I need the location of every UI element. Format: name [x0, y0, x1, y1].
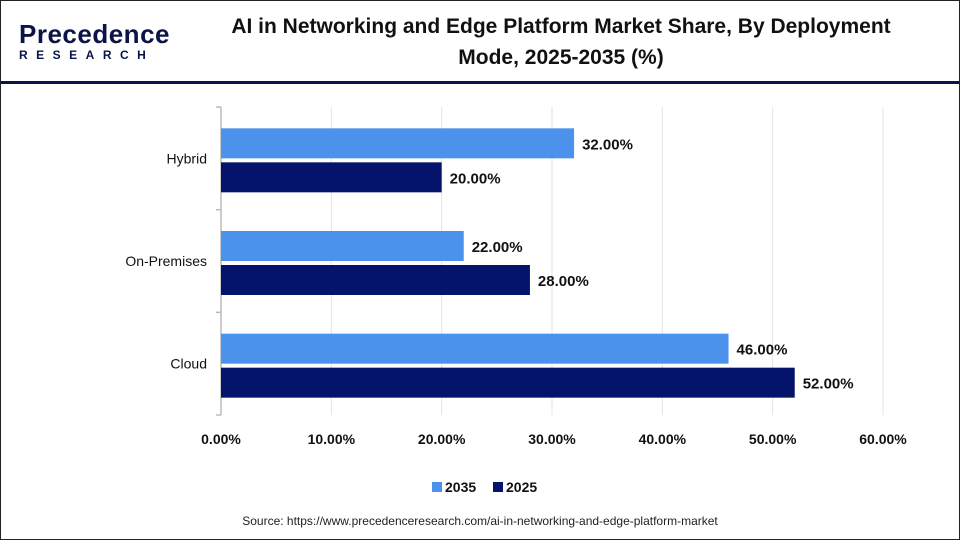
bar-2035	[221, 128, 575, 159]
legend-label: 2025	[506, 479, 537, 495]
data-label: 46.00%	[737, 342, 788, 359]
category-label: On-Premises	[125, 253, 207, 269]
source-text: Source: https://www.precedenceresearch.c…	[242, 514, 718, 528]
data-label: 32.00%	[582, 136, 633, 153]
logo-wordmark: Precedence	[19, 19, 170, 49]
x-tick-label: 10.00%	[308, 431, 356, 447]
x-tick-label: 20.00%	[418, 431, 466, 447]
chart-title: AI in Networking and Edge Platform Marke…	[231, 15, 891, 69]
data-label: 22.00%	[472, 239, 523, 256]
x-tick-label: 60.00%	[859, 431, 907, 447]
legend-swatch-2025	[493, 482, 503, 492]
x-tick-label: 30.00%	[528, 431, 576, 447]
legend-label: 2035	[445, 479, 476, 495]
x-tick-label: 50.00%	[749, 431, 797, 447]
data-label: 20.00%	[450, 170, 501, 187]
bar-2035	[221, 231, 464, 261]
logo-subtitle: RESEARCH	[19, 48, 155, 62]
legend-swatch-2035	[432, 482, 442, 492]
data-label: 52.00%	[803, 376, 854, 393]
x-tick-label: 40.00%	[639, 431, 687, 447]
logo: Precedence RESEARCH	[19, 21, 170, 62]
bar-2035	[221, 333, 729, 364]
category-label: Hybrid	[167, 150, 207, 166]
data-label: 28.00%	[538, 273, 589, 290]
bar-2025	[221, 162, 442, 193]
bar-2025	[221, 367, 795, 398]
category-label: Cloud	[170, 356, 207, 372]
x-tick-label: 0.00%	[201, 431, 241, 447]
bar-2025	[221, 265, 530, 295]
header-divider	[1, 81, 959, 84]
